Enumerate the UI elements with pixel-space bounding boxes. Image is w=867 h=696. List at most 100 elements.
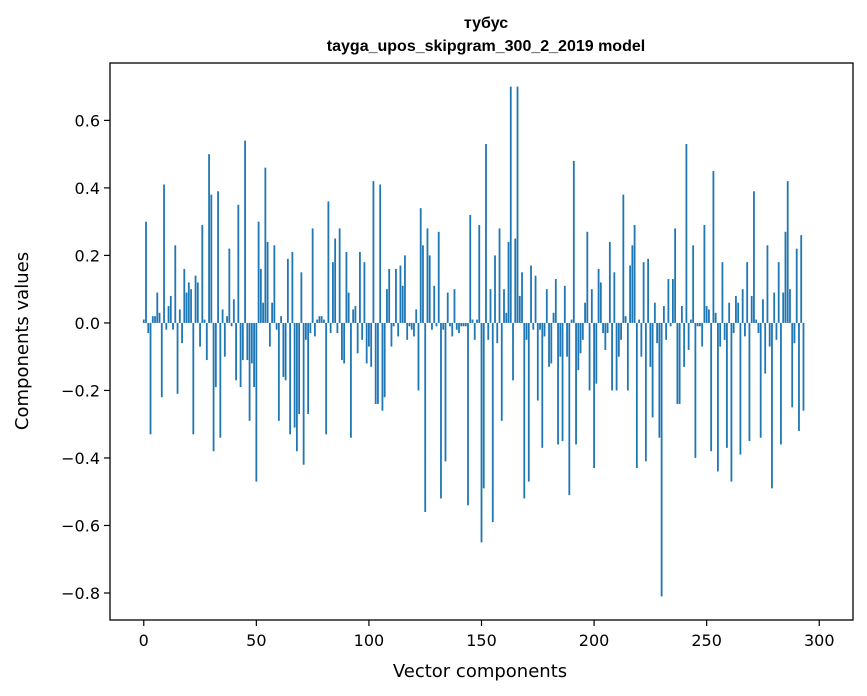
bar <box>151 316 154 323</box>
x-tick-label: 50 <box>246 631 266 650</box>
bar <box>350 322 352 438</box>
bar <box>534 275 537 323</box>
bar <box>210 194 213 323</box>
bar <box>545 289 548 323</box>
bar <box>280 316 283 323</box>
bar <box>550 322 553 364</box>
bar <box>721 262 724 323</box>
bar <box>365 322 368 364</box>
bar <box>354 306 357 323</box>
bar <box>259 268 262 323</box>
bar <box>453 289 456 323</box>
bar <box>217 191 219 323</box>
bar <box>775 322 778 340</box>
bar <box>219 322 222 438</box>
bar <box>266 241 269 323</box>
y-tick-label: 0.6 <box>75 111 100 130</box>
bar <box>635 322 638 469</box>
bar <box>602 322 604 334</box>
bar <box>757 322 760 334</box>
bar <box>446 292 449 323</box>
bar <box>674 228 677 323</box>
bar <box>649 322 652 367</box>
bar <box>338 228 341 323</box>
bar <box>622 194 625 323</box>
bar <box>656 322 659 344</box>
bar <box>345 252 348 323</box>
bar <box>160 322 163 398</box>
bar <box>750 295 753 323</box>
bar <box>426 228 429 323</box>
bar <box>671 279 674 323</box>
bar <box>662 306 665 323</box>
bar <box>273 245 276 323</box>
bar <box>241 322 244 361</box>
bar <box>174 245 177 323</box>
bar <box>167 306 170 323</box>
bar <box>424 322 427 512</box>
bar <box>626 322 629 391</box>
bar <box>142 319 145 323</box>
bar <box>753 191 755 323</box>
bar <box>595 322 598 384</box>
bar <box>548 322 550 367</box>
bar <box>271 302 274 323</box>
bar <box>764 322 767 374</box>
bar <box>581 322 584 340</box>
bar <box>277 322 280 421</box>
bar <box>356 322 359 354</box>
bar <box>437 231 440 323</box>
bar <box>408 322 411 327</box>
bar <box>586 231 589 323</box>
bar <box>201 225 204 323</box>
bar <box>214 322 217 388</box>
bar <box>223 322 226 357</box>
bar <box>514 238 517 323</box>
bar <box>633 225 636 323</box>
x-tick-label: 250 <box>691 631 722 650</box>
bar <box>248 322 251 421</box>
bar <box>428 255 431 323</box>
bar <box>336 322 339 334</box>
bar <box>640 322 643 357</box>
bar <box>606 322 609 334</box>
bar <box>516 86 519 323</box>
bar <box>464 322 467 327</box>
bar <box>496 322 499 344</box>
bar <box>352 309 355 323</box>
bar <box>478 225 481 323</box>
bar <box>523 322 526 499</box>
bar <box>735 295 737 323</box>
bar <box>726 322 728 448</box>
y-tick-label: −0.8 <box>61 584 100 603</box>
bar <box>199 322 201 347</box>
bar <box>431 322 433 330</box>
bar <box>683 322 686 367</box>
bars-group <box>142 86 805 597</box>
bar <box>361 322 364 340</box>
bar <box>530 265 532 323</box>
bar <box>253 322 255 388</box>
bar <box>368 322 370 347</box>
plot-frame <box>109 62 854 621</box>
bar <box>158 312 161 323</box>
bar <box>230 322 233 327</box>
bar <box>147 322 150 334</box>
bar <box>798 322 800 431</box>
y-axis-label: Components values <box>12 252 33 430</box>
bar <box>196 282 199 323</box>
bar <box>435 322 438 327</box>
bar <box>363 262 366 323</box>
bar <box>782 292 785 323</box>
bar <box>717 322 719 472</box>
bar <box>471 319 474 323</box>
bar <box>491 322 494 523</box>
bar <box>205 322 208 361</box>
bar <box>748 322 751 442</box>
bar <box>536 322 539 401</box>
bar <box>487 322 490 340</box>
bar <box>784 231 787 323</box>
bar <box>617 322 620 357</box>
bar <box>377 322 379 404</box>
bar <box>275 322 278 330</box>
